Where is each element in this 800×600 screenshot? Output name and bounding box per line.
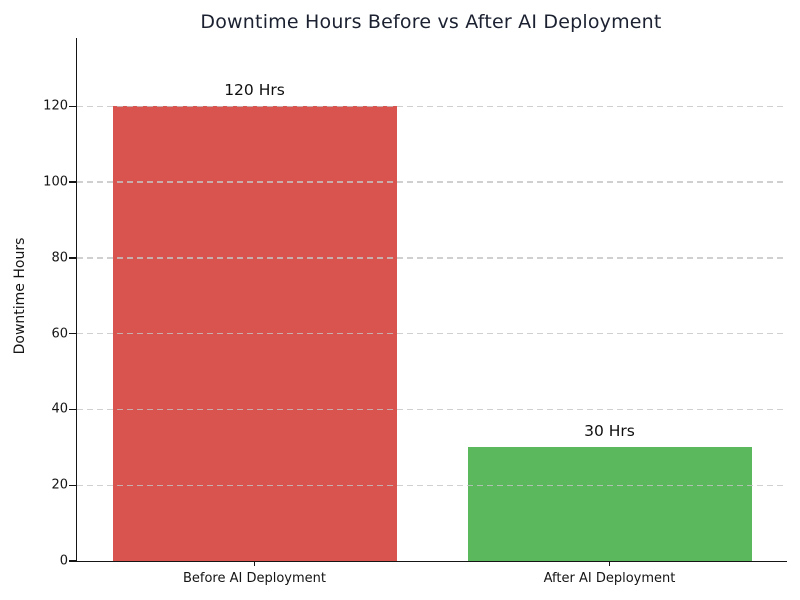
y-tick-label-60: 60 xyxy=(51,326,68,342)
y-tick-mark-20 xyxy=(69,484,76,486)
bar-value-label-before-ai-deployment: 120 Hrs xyxy=(224,81,285,100)
plot-area: 0 20 40 60 80 100 120 120 Hrs Before AI Deployme… xyxy=(43,38,787,586)
y-tick-mark-100 xyxy=(69,181,76,183)
gridline-y-20 xyxy=(77,484,787,486)
y-tick-label-20: 20 xyxy=(51,477,68,493)
x-tick-mark-before-ai-deployment xyxy=(253,561,256,566)
y-tick-mark-0 xyxy=(69,560,76,562)
gridline-y-60 xyxy=(77,332,787,335)
y-tick-label-120: 120 xyxy=(43,98,68,114)
chart-title: Downtime Hours Before vs After AI Deploy… xyxy=(200,11,662,33)
y-tick-label-100: 100 xyxy=(43,174,68,190)
y-axis-label: Downtime Hours xyxy=(12,237,28,355)
bar-value-label-after-ai-deployment: 30 Hrs xyxy=(584,422,635,441)
x-tick-label-after-ai-deployment: After AI Deployment xyxy=(543,571,676,586)
y-tick-mark-80 xyxy=(69,257,76,259)
gridline-y-100 xyxy=(77,181,787,183)
x-tick-mark-after-ai-deployment xyxy=(608,561,611,566)
y-tick-label-0: 0 xyxy=(59,553,68,569)
gridline-y-80 xyxy=(77,257,787,259)
y-tick-label-40: 40 xyxy=(51,401,68,417)
bar-after-ai-deployment xyxy=(467,447,752,561)
y-tick-mark-40 xyxy=(69,408,76,411)
x-tick-label-before-ai-deployment: Before AI Deployment xyxy=(182,571,326,586)
y-tick-mark-60 xyxy=(69,332,76,335)
gridline-y-120 xyxy=(77,105,787,107)
y-tick-mark-120 xyxy=(69,105,76,107)
gridline-y-40 xyxy=(77,408,787,411)
y-tick-label-80: 80 xyxy=(51,250,68,266)
